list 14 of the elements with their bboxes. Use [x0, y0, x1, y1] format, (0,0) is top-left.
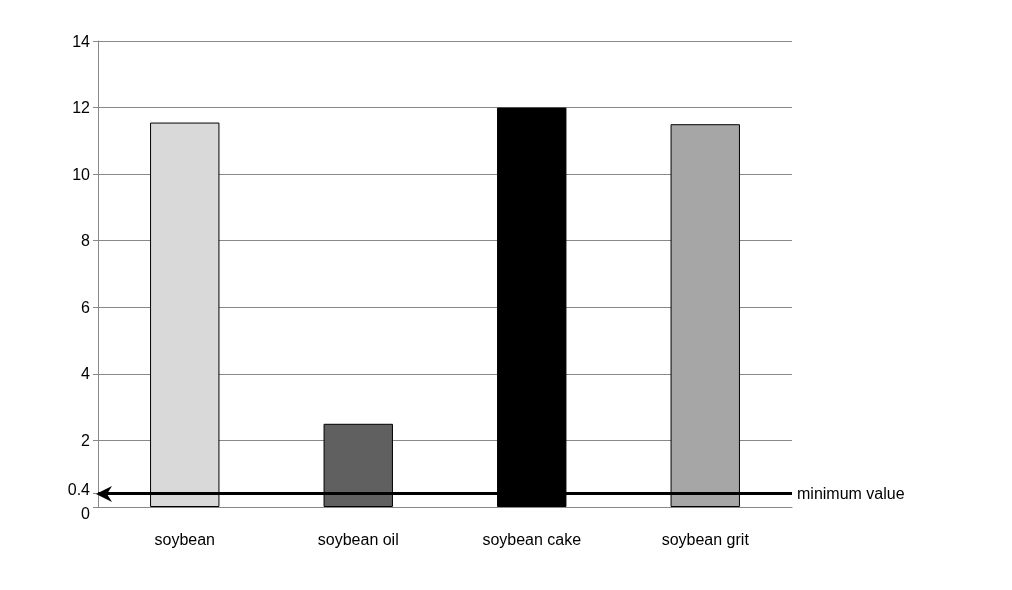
y-tick-label: 4	[81, 365, 91, 383]
y-tick-label: 14	[72, 32, 91, 50]
y-tick-label: 0.4	[67, 481, 91, 499]
y-tick-label: 10	[72, 165, 91, 183]
x-tick-label: soybean grit	[661, 530, 750, 548]
x-tick-label: soybean cake	[482, 530, 582, 548]
y-tick-label: 6	[81, 298, 91, 316]
y-tick-label: 8	[81, 232, 91, 250]
x-tick-label: soybean oil	[317, 530, 399, 548]
ref-line-label: minimum value	[797, 485, 905, 503]
y-tick-label: 2	[81, 431, 91, 449]
x-tick-label: soybean	[154, 530, 215, 548]
y-tick-label: 12	[72, 99, 91, 117]
y-tick-label: 0	[81, 504, 91, 522]
